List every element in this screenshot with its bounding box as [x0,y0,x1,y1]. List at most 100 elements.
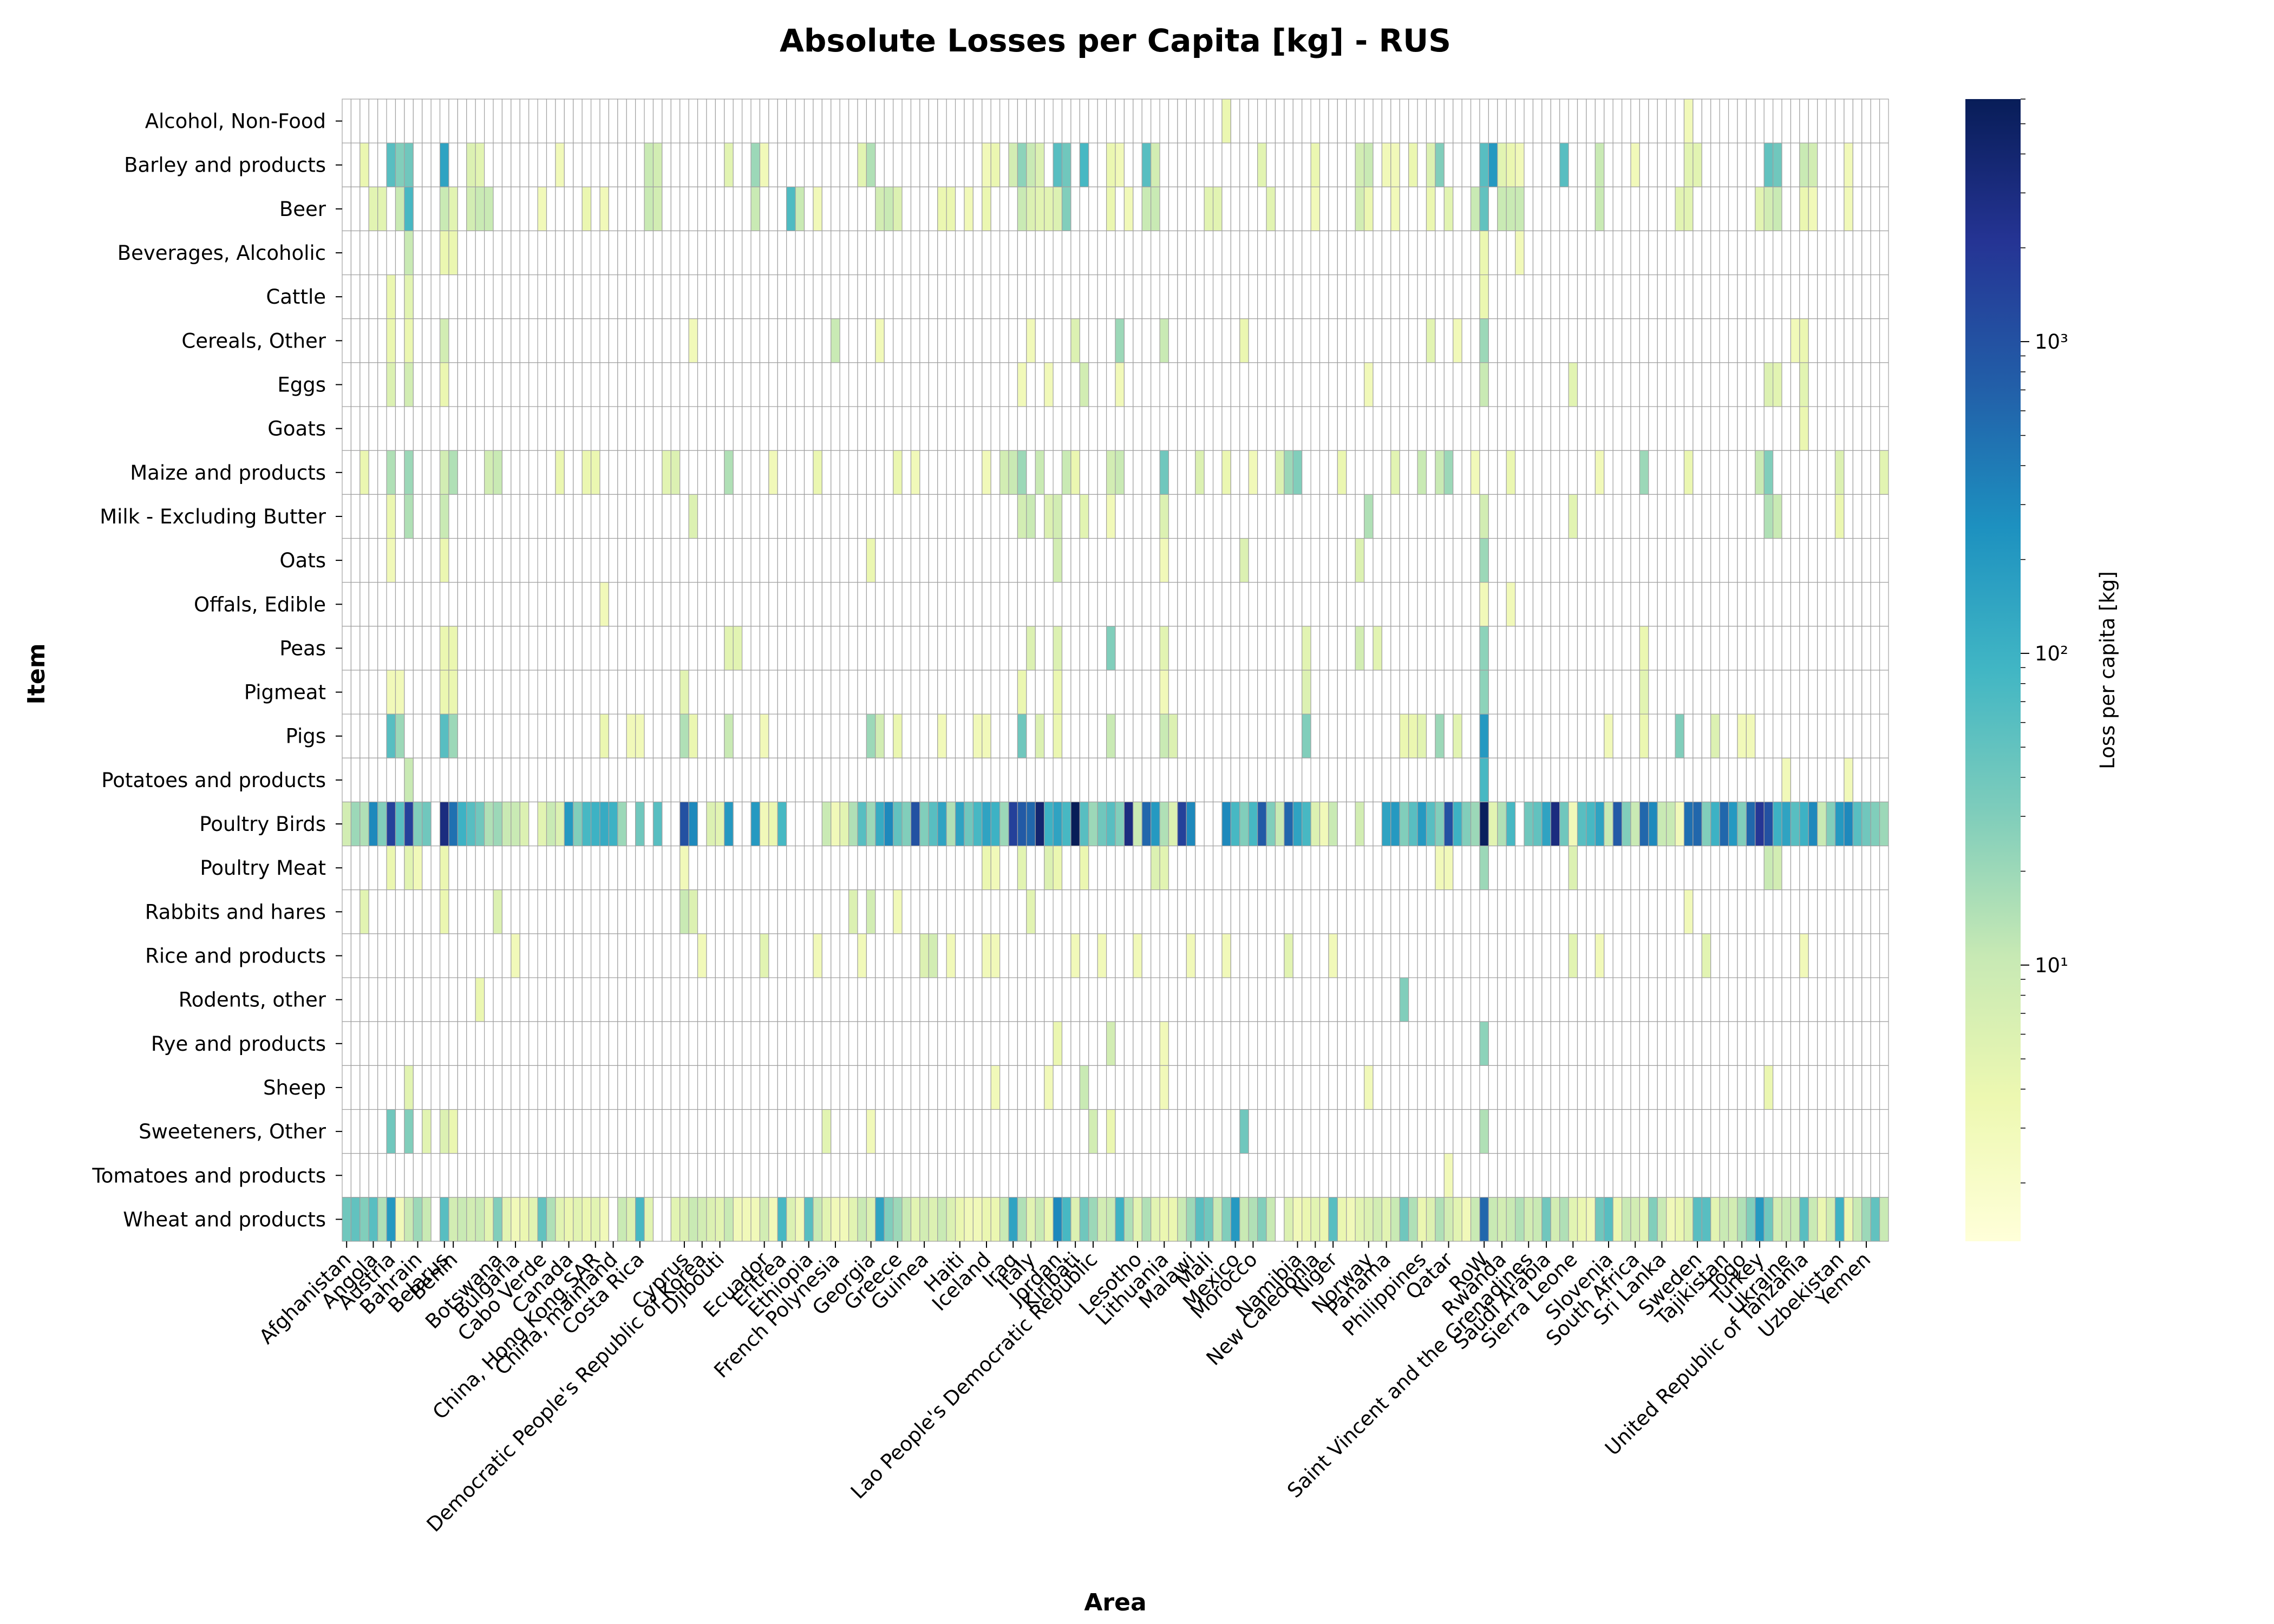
heatmap-cell [1328,186,1338,232]
heatmap-cell [377,186,387,232]
heatmap-cell [1755,186,1765,232]
heatmap-cell [875,1197,885,1242]
heatmap-cell [1355,538,1365,583]
heatmap-cell [1693,757,1702,803]
heatmap-cell [919,670,929,715]
heatmap-cell [1123,582,1134,627]
heatmap-cell [1186,142,1196,187]
heatmap-cell [1630,99,1641,143]
heatmap-cell [1683,582,1694,627]
heatmap-cell [1373,757,1383,803]
heatmap-cell [1621,713,1631,758]
heatmap-cell [990,846,1001,890]
heatmap-cell [377,801,387,847]
heatmap-cell [1595,757,1605,803]
heatmap-cell [1008,186,1018,232]
heatmap-cell [893,274,903,319]
heatmap-cell [1790,538,1800,583]
heatmap-cell [652,977,663,1022]
heatmap-cell [581,230,592,276]
heatmap-cell [511,1109,520,1154]
heatmap-cell [1763,450,1774,495]
heatmap-cell [1595,362,1605,407]
heatmap-cell [1612,230,1623,276]
heatmap-cell [573,670,583,715]
heatmap-cell [839,318,850,363]
heatmap-cell [1159,757,1169,803]
heatmap-cell [1604,933,1613,978]
heatmap-cell [901,274,912,319]
heatmap-cell [439,1197,449,1242]
heatmap-cell [1719,889,1729,934]
heatmap-cell [1088,626,1098,671]
heatmap-cell [1275,362,1285,407]
heatmap-cell [457,846,467,890]
heatmap-cell [1115,626,1125,671]
heatmap-cell [475,670,485,715]
heatmap-cell [1141,626,1152,671]
heatmap-cell [1408,186,1418,232]
heatmap-cell [1195,582,1205,627]
heatmap-cell [1737,186,1747,232]
heatmap-cell [884,801,894,847]
heatmap-cell [768,1021,778,1066]
heatmap-cell [1506,450,1516,495]
heatmap-cell [955,99,965,143]
heatmap-cell [1879,670,1889,715]
heatmap-cell [360,186,369,232]
heatmap-cell [1470,582,1480,627]
heatmap-cell [1292,318,1303,363]
heatmap-cell [413,362,423,407]
heatmap-cell [884,1153,894,1198]
heatmap-cell [573,99,583,143]
heatmap-cell [1657,626,1667,671]
heatmap-cell [1141,450,1152,495]
heatmap-cell [1168,230,1178,276]
heatmap-cell [1195,274,1205,319]
heatmap-cell [1106,582,1116,627]
heatmap-cell [501,1021,512,1066]
heatmap-cell [1728,582,1738,627]
heatmap-cell [679,889,689,934]
heatmap-cell [1470,713,1480,758]
heatmap-cell [910,757,920,803]
heatmap-cell [1852,801,1863,847]
heatmap-cell [1852,582,1863,627]
heatmap-cell [1755,1021,1765,1066]
heatmap-cell [1053,846,1063,890]
heatmap-cell [1675,274,1685,319]
heatmap-cell [1035,1109,1045,1154]
heatmap-cell [342,1109,352,1154]
heatmap-cell [1035,582,1045,627]
heatmap-cell [573,538,583,583]
heatmap-cell [1106,318,1116,363]
heatmap-cell [1141,1065,1152,1110]
heatmap-cell [964,582,973,627]
heatmap-cell [1195,1197,1205,1242]
heatmap-cell [581,801,592,847]
heatmap-cell [1221,494,1231,539]
heatmap-cell [635,318,645,363]
heatmap-cell [360,1109,369,1154]
heatmap-cell [1826,757,1836,803]
heatmap-cell [360,670,369,715]
heatmap-cell [1719,1197,1729,1242]
heatmap-cell [1070,450,1080,495]
heatmap-cell [990,626,1001,671]
heatmap-cell [679,977,689,1022]
heatmap-cell [466,933,476,978]
heatmap-cell [1133,1065,1142,1110]
heatmap-cell [1097,582,1107,627]
heatmap-cell [546,142,556,187]
heatmap-cell [1257,713,1267,758]
heatmap-cell [1151,933,1160,978]
heatmap-cell [768,494,778,539]
heatmap-cell [697,801,707,847]
heatmap-cell [1488,450,1498,495]
heatmap-cell [1435,846,1445,890]
heatmap-cell [1355,846,1365,890]
heatmap-cell [1248,977,1258,1022]
heatmap-cell [786,1065,796,1110]
heatmap-cell [493,713,503,758]
heatmap-cell [1612,99,1623,143]
